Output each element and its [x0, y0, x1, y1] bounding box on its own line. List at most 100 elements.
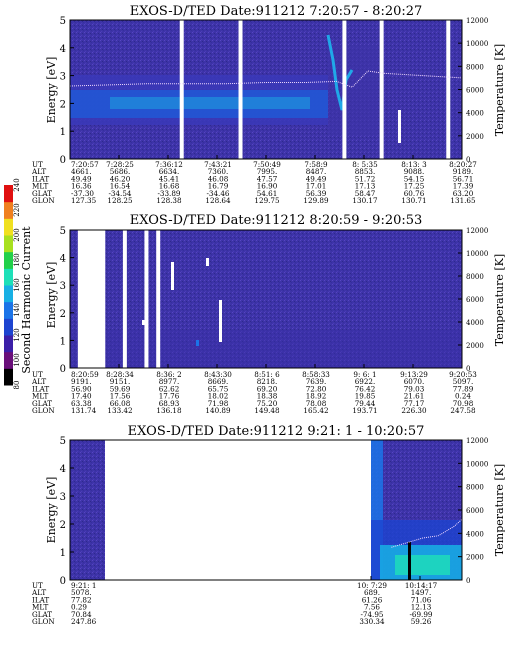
panel-2: EXOS-D/TED Date:911212 8:20:59 - 9:20:53…	[31, 213, 505, 415]
orbit-cell: 46.20	[110, 174, 131, 183]
orbit-cell: 130.17	[352, 196, 378, 205]
panel-2-blip	[196, 340, 199, 346]
y-tick-label: 0	[60, 155, 66, 166]
panel-1-plasma-peak	[110, 97, 310, 109]
data-gap-wide	[77, 230, 106, 368]
orbit-row-label: UT	[32, 581, 43, 590]
colorbar-block	[4, 368, 13, 386]
orbit-cell: 128.25	[107, 196, 133, 205]
orbit-cell: 18.38	[257, 392, 278, 401]
y2-tick-label: 8000	[466, 484, 484, 492]
orbit-cell: 8:20:27	[449, 160, 477, 169]
y-tick-label: 2	[60, 99, 66, 110]
orbit-cell: 9:20:53	[449, 370, 477, 379]
panel-1-white-streak	[398, 110, 401, 143]
y2-tick-label: 4000	[466, 530, 484, 538]
panel-3-y2label: Temperature [K]	[493, 464, 505, 556]
y-tick-label: 2	[60, 309, 66, 320]
panel-3-peak-core	[395, 555, 450, 575]
panel-1: EXOS-D/TED Date:911212 7:20:57 - 8:20:27…	[31, 4, 505, 205]
orbit-cell: 17.25	[404, 182, 425, 191]
orbit-cell: 8:20:59	[71, 370, 99, 379]
orbit-cell: 8:43:30	[204, 370, 232, 379]
orbit-cell: 133.42	[107, 406, 132, 415]
orbit-cell: 17.56	[110, 392, 131, 401]
panel-3-y2-ticks: 0 2000 4000 6000 8000 10000 12000	[458, 437, 488, 585]
colorbar-block	[4, 285, 13, 303]
panel-2-streak-1	[171, 262, 174, 290]
orbit-row-label: GLON	[32, 406, 55, 415]
orbit-cell: 56.39	[306, 189, 327, 198]
orbit-cell: 56.71	[453, 174, 474, 183]
colorbar-label: Second Harmonic Current	[20, 226, 33, 374]
panel-3-data-block-1	[70, 440, 105, 580]
y2-tick-label: 6000	[466, 296, 484, 304]
orbit-row-label: ALT	[31, 588, 46, 597]
orbit-cell: 54.15	[404, 174, 425, 183]
y2-tick-label: 10000	[466, 460, 488, 468]
orbit-cell: -69.99	[409, 610, 432, 619]
y-tick-label: 4	[60, 44, 66, 55]
panel-3-dark-streak	[408, 542, 411, 580]
orbit-cell: 689.	[364, 588, 380, 597]
data-gap	[238, 20, 243, 159]
orbit-cell: 49.49	[71, 174, 92, 183]
orbit-cell: -74.95	[360, 610, 383, 619]
panel-2-streak-4	[142, 320, 145, 325]
orbit-cell: 4661.	[71, 167, 92, 176]
orbit-cell: 17.01	[306, 182, 327, 191]
orbit-cell: 136.18	[156, 406, 182, 415]
orbit-row-label: ILAT	[32, 174, 49, 183]
panel-3-temperature-trace	[391, 518, 463, 548]
orbit-cell: -37.30	[71, 189, 94, 198]
orbit-cell: 129.75	[254, 196, 280, 205]
orbit-cell: 7639.	[306, 377, 327, 386]
orbit-cell: 17.40	[71, 392, 92, 401]
colorbar-tick-label: 100	[13, 353, 21, 366]
panel-2-orbit-table: UTALTILATMLTGLATGLON8:20:599191.56.9017.…	[31, 370, 477, 415]
colorbar-block	[4, 268, 13, 286]
panel-3: EXOS-D/TED Date:911212 9:21: 1 - 10:20:5…	[31, 424, 505, 626]
data-gap	[342, 20, 347, 159]
panel-1-y2-ticks: 0 2000 4000 6000 8000 10000 12000	[458, 17, 488, 164]
colorbar-tick-label: 140	[13, 303, 21, 316]
panel-1-spike-trace	[326, 34, 354, 111]
orbit-cell: 127.35	[71, 196, 97, 205]
data-gap	[379, 20, 384, 159]
orbit-cell: 21.61	[404, 392, 425, 401]
orbit-cell: 6634.	[159, 167, 180, 176]
orbit-cell: 6922.	[355, 377, 376, 386]
orbit-cell: 45.41	[159, 174, 180, 183]
orbit-cell: 77.17	[404, 399, 425, 408]
y-tick-label: 1	[60, 548, 66, 559]
orbit-cell: 5686.	[110, 167, 131, 176]
orbit-cell: 59.69	[110, 384, 131, 393]
orbit-cell: 7:43:21	[204, 160, 232, 169]
orbit-cell: 5078.	[71, 588, 92, 597]
y2-tick-label: 10000	[466, 250, 488, 258]
panel-2-y2label: Temperature [K]	[493, 254, 505, 346]
orbit-cell: 61.26	[362, 595, 383, 604]
y2-tick-label: 12000	[466, 437, 488, 445]
orbit-cell: 165.42	[303, 406, 328, 415]
y-tick-label: 3	[60, 492, 66, 503]
orbit-row-label: GLAT	[32, 399, 52, 408]
panel-1-y2label: Temperature [K]	[493, 44, 505, 136]
orbit-cell: 69.20	[257, 384, 278, 393]
orbit-cell: 226.30	[401, 406, 427, 415]
y-tick-label: 3	[60, 72, 66, 83]
orbit-cell: 56.90	[71, 384, 92, 393]
panel-3-y-ticks: 0 1 2 3 4 5	[60, 436, 421, 587]
orbit-cell: 71.98	[208, 399, 229, 408]
orbit-cell: 70.84	[71, 610, 92, 619]
orbit-cell: 8:13: 3	[401, 160, 427, 169]
orbit-row-label: UT	[32, 160, 43, 169]
data-gap	[122, 230, 127, 368]
orbit-cell: 6070.	[404, 377, 425, 386]
orbit-cell: 129.89	[303, 196, 329, 205]
orbit-cell: 10:14:17	[405, 581, 438, 590]
panel-3-ylabel: Energy [eV]	[45, 477, 58, 544]
colorbar-block	[4, 185, 13, 203]
orbit-cell: 8218.	[257, 377, 278, 386]
y2-tick-label: 0	[466, 156, 470, 164]
